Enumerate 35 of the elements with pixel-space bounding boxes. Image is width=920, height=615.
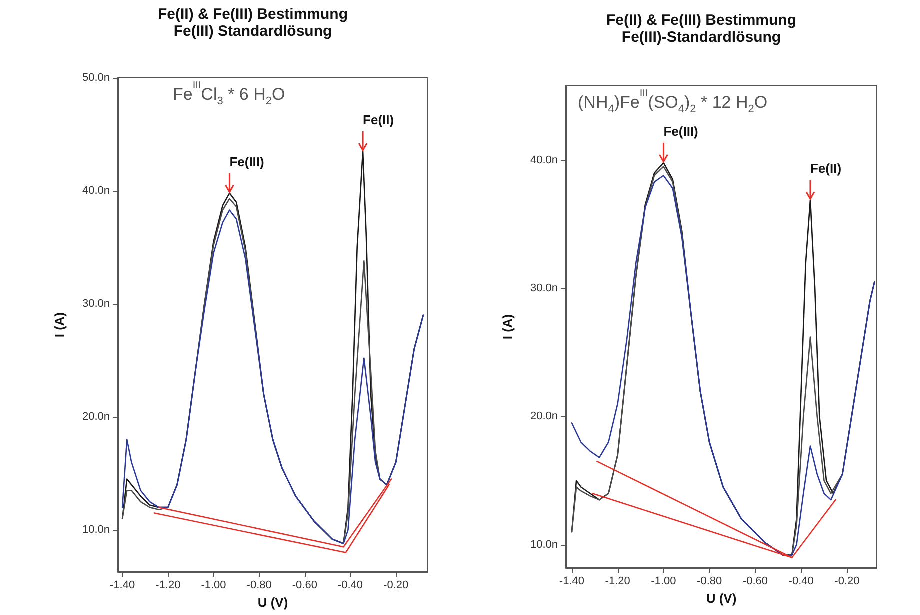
x-tick-label: -1.20: [156, 580, 181, 592]
y-tick-label: 10.0n: [530, 538, 558, 551]
x-tick-label: -0.40: [338, 580, 364, 592]
y-tick-label: 10.0n: [82, 524, 110, 536]
x-tick-label: -0.80: [697, 576, 722, 588]
x-tick-label: -0.20: [384, 580, 409, 592]
chart-subtitle: Fe(III)-Standardlösung: [622, 29, 782, 46]
annotation: Fe(III): [664, 124, 698, 139]
x-tick-label: -1.20: [605, 576, 630, 588]
annotation: Fe(II): [363, 112, 394, 128]
x-axis-title: U (V): [258, 594, 288, 610]
x-tick-label: -0.60: [742, 576, 768, 588]
y-tick-label: 50.0n: [82, 72, 110, 84]
chart-title: Fe(II) & Fe(III) Bestimmung: [158, 6, 348, 23]
x-axis-title: U (V): [706, 590, 737, 606]
y-tick-label: 40.0n: [82, 185, 110, 198]
y-tick-label: 30.0n: [82, 298, 110, 310]
y-tick-label: 30.0n: [530, 282, 558, 295]
x-tick-label: -1.40: [110, 580, 136, 592]
annotation: Fe(III): [230, 154, 264, 170]
y-tick-label: 20.0n: [82, 411, 110, 424]
x-tick-label: -1.00: [201, 580, 226, 592]
y-axis-title: I (A): [52, 312, 67, 338]
y-tick-label: 20.0n: [530, 410, 558, 423]
x-tick-label: -1.40: [559, 576, 584, 588]
chart-subtitle: Fe(III) Standardlösung: [174, 23, 332, 40]
annotation: Fe(II): [810, 161, 842, 176]
y-axis-title: I (A): [500, 314, 515, 340]
y-tick-label: 40.0n: [530, 154, 558, 166]
x-tick-label: -0.20: [834, 576, 860, 588]
chart-title: Fe(II) & Fe(III) Bestimmung: [606, 12, 797, 29]
x-tick-label: -0.40: [788, 576, 814, 588]
x-tick-label: -1.00: [651, 576, 676, 588]
x-tick-label: -0.60: [292, 580, 318, 592]
x-tick-label: -0.80: [246, 580, 272, 592]
